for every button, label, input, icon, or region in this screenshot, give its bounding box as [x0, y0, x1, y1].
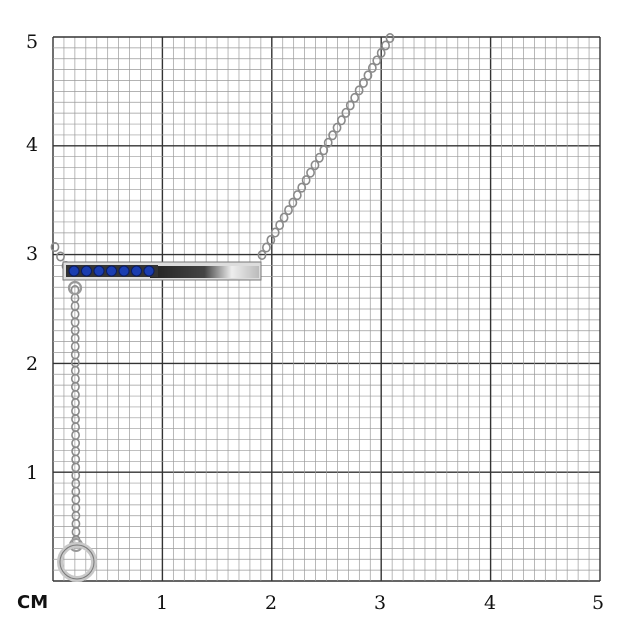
chain-link — [56, 251, 65, 262]
chain-link — [341, 107, 351, 118]
sapphire-stone — [106, 265, 117, 277]
y-tick-5: 5 — [25, 31, 39, 53]
chain-link — [71, 454, 81, 465]
chain-link — [262, 242, 271, 253]
chain-link — [71, 397, 80, 408]
chain-link — [354, 85, 364, 96]
chain-link — [50, 242, 60, 253]
chain-link — [319, 145, 329, 156]
chain-link — [70, 365, 80, 376]
chain-link — [270, 227, 280, 238]
chain-link — [381, 40, 390, 51]
chain-link — [71, 526, 81, 537]
y-tick-3: 3 — [25, 243, 39, 265]
chain-link — [372, 55, 382, 66]
y-tick-4: 4 — [25, 134, 39, 156]
x-tick-5: 5 — [591, 592, 605, 614]
x-tick-2: 2 — [264, 592, 278, 614]
chain-link — [288, 197, 298, 208]
x-tick-1: 1 — [155, 592, 169, 614]
chain-link — [71, 422, 80, 433]
chain-link — [359, 77, 368, 88]
chain-link — [70, 381, 80, 392]
sapphire-stone — [118, 265, 130, 277]
chain-link — [297, 182, 307, 193]
sapphire-stone — [93, 265, 105, 277]
chain-link — [279, 212, 289, 223]
chain-link — [70, 357, 80, 368]
chain-link — [71, 430, 80, 441]
y-tick-2: 2 — [25, 353, 39, 375]
chain-link — [71, 389, 80, 400]
chain-link — [71, 438, 81, 449]
chain-link — [301, 175, 311, 186]
chain-link — [314, 152, 324, 163]
sapphire-stone — [143, 265, 155, 277]
chain-link — [376, 47, 386, 58]
chain-link — [257, 250, 267, 261]
jump-ring — [67, 280, 83, 296]
chain-link — [71, 414, 80, 425]
chain-link — [306, 167, 315, 178]
x-tick-3: 3 — [373, 592, 387, 614]
chain-link — [266, 235, 276, 246]
chain-link — [345, 100, 355, 111]
chain-link — [367, 62, 377, 73]
unit-label: CM — [17, 592, 49, 613]
chain-link — [71, 405, 80, 416]
chain-link — [275, 220, 285, 231]
chain-link — [284, 205, 293, 216]
chain-link — [385, 32, 395, 43]
chain-link — [71, 494, 81, 505]
chain-link — [350, 92, 360, 103]
chain-link — [332, 122, 342, 133]
chain-link — [363, 70, 373, 81]
chain-link — [310, 160, 320, 171]
sapphire-stone — [81, 265, 92, 277]
sapphire-stone — [68, 265, 80, 277]
chain-link — [71, 486, 81, 497]
spring-ring-outline — [59, 544, 95, 580]
chain-link — [71, 462, 81, 473]
chain-link — [328, 130, 338, 141]
chain-link — [70, 349, 80, 360]
chain-link — [323, 137, 333, 148]
x-tick-4: 4 — [483, 592, 497, 614]
chain-link — [292, 190, 302, 201]
sapphire-stone — [131, 265, 142, 277]
chain-link — [70, 373, 80, 384]
bar-polished-face — [150, 266, 259, 278]
chain-link — [71, 478, 81, 489]
chain-link — [71, 446, 81, 457]
chain-link — [337, 115, 346, 126]
y-tick-1: 1 — [25, 462, 39, 484]
